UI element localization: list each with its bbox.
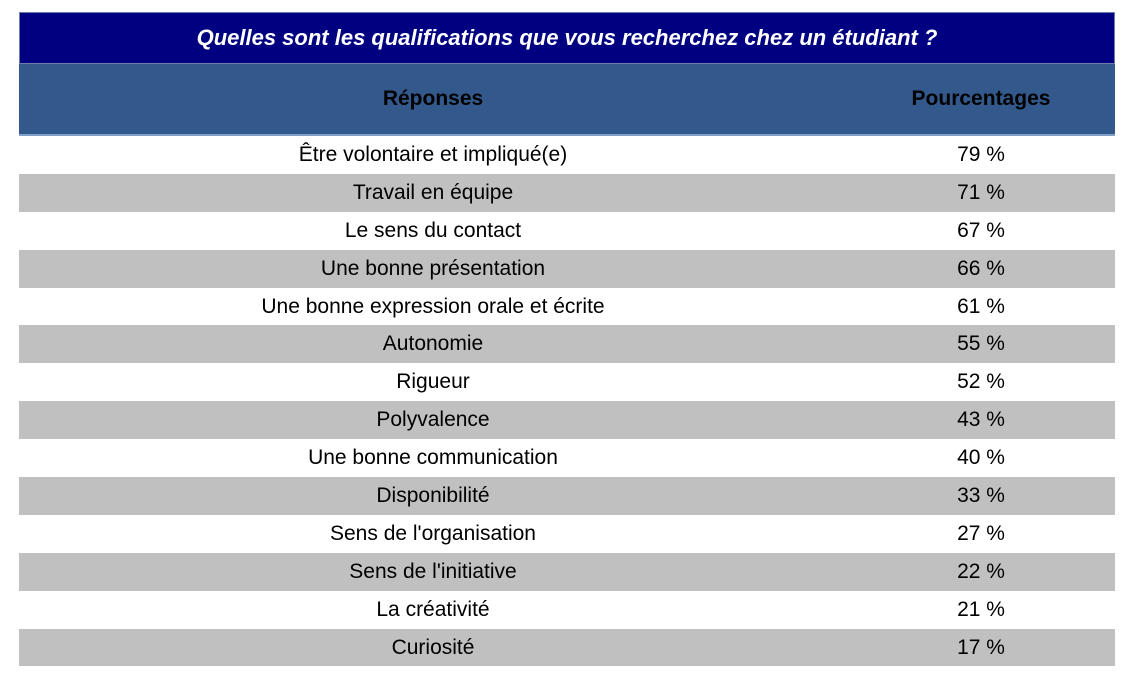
table-row: Rigueur 52 % — [19, 363, 1115, 401]
percentage-cell: 21 % — [957, 597, 1005, 621]
table-row: Le sens du contact 67 % — [19, 212, 1115, 250]
table-header-row: Réponses Pourcentages — [19, 64, 1115, 136]
response-cell: Une bonne expression orale et écrite — [261, 294, 605, 318]
response-cell: Travail en équipe — [352, 180, 514, 204]
percentage-cell: 67 % — [957, 218, 1005, 242]
percentage-cell: 71 % — [957, 180, 1005, 204]
response-cell: Polyvalence — [376, 408, 490, 432]
percentage-cell: 79 % — [957, 142, 1005, 166]
percentage-cell: 61 % — [957, 294, 1005, 318]
response-cell: Une bonne communication — [308, 446, 558, 470]
header-responses: Réponses — [382, 87, 484, 110]
qualifications-table: Quelles sont les qualifications que vous… — [19, 12, 1115, 667]
response-cell: Sens de l'initiative — [349, 559, 517, 583]
percentage-cell: 40 % — [957, 446, 1005, 470]
table-row: Une bonne communication 40 % — [19, 439, 1115, 477]
table-body: Être volontaire et impliqué(e) 79 % Trav… — [19, 136, 1115, 667]
response-cell: Curiosité — [391, 635, 475, 659]
response-cell: Une bonne présentation — [320, 256, 546, 280]
table-row: Sens de l'initiative 22 % — [19, 552, 1115, 591]
percentage-cell: 33 % — [957, 483, 1005, 507]
response-cell: Sens de l'organisation — [330, 521, 536, 545]
percentage-cell: 55 % — [957, 332, 1005, 356]
table-row: Sens de l'organisation 27 % — [19, 515, 1115, 553]
percentage-cell: 43 % — [957, 408, 1005, 432]
table-row: Disponibilité 33 % — [19, 477, 1115, 515]
table-row: Travail en équipe 71 % — [19, 173, 1115, 212]
percentage-cell: 52 % — [957, 370, 1005, 394]
percentage-cell: 22 % — [957, 559, 1005, 583]
response-cell: Être volontaire et impliqué(e) — [298, 142, 568, 166]
table-row: La créativité 21 % — [19, 591, 1115, 629]
response-cell: La créativité — [376, 597, 490, 621]
table-row: Polyvalence 43 % — [19, 401, 1115, 440]
percentage-cell: 66 % — [957, 256, 1005, 280]
header-percentages: Pourcentages — [911, 87, 1051, 110]
response-cell: Autonomie — [382, 332, 484, 356]
response-cell: Rigueur — [396, 370, 470, 394]
response-cell: Disponibilité — [376, 483, 490, 507]
table-row: Être volontaire et impliqué(e) 79 % — [19, 136, 1115, 174]
percentage-cell: 17 % — [957, 635, 1005, 659]
table-row: Curiosité 17 % — [19, 628, 1115, 667]
response-cell: Le sens du contact — [344, 218, 522, 242]
table-row: Une bonne présentation 66 % — [19, 249, 1115, 288]
table-title: Quelles sont les qualifications que vous… — [19, 12, 1115, 64]
table-row: Une bonne expression orale et écrite 61 … — [19, 288, 1115, 326]
table-row: Autonomie 55 % — [19, 325, 1115, 364]
percentage-cell: 27 % — [957, 521, 1005, 545]
